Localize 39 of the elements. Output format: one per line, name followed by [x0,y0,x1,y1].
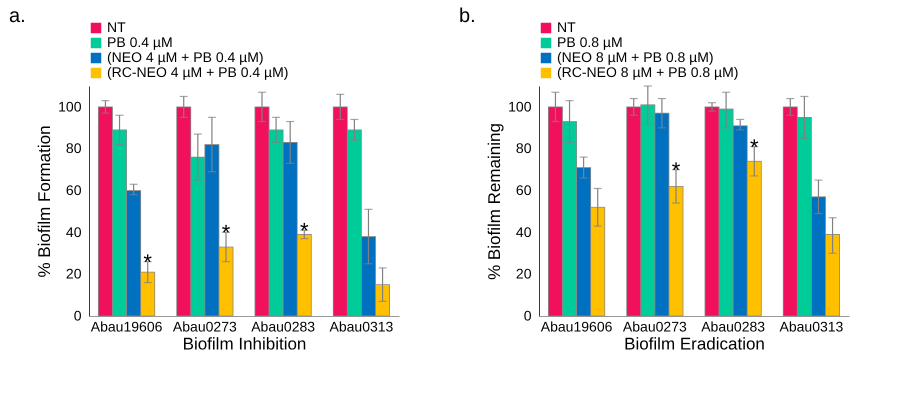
x-tick-label: Abau19606 [540,318,613,334]
x-axis-title: Biofilm Eradication [624,334,765,354]
legend-label: PB 0.8 µM [557,34,623,50]
legend-label: (RC-NEO 8 µM + PB 0.8 µM) [557,64,738,80]
legend-label: (NEO 8 µM + PB 0.8 µM) [557,49,714,65]
annotation: * [222,220,231,246]
y-tick-label: 40 [516,224,532,240]
y-tick-label: 60 [516,182,532,198]
y-tick-label: 20 [516,266,532,282]
x-tick-label: Abau0313 [780,318,844,334]
x-tick-label: Abau0313 [330,318,394,334]
x-tick-label: Abau19606 [90,318,163,334]
x-tick-label: Abau0283 [701,318,766,334]
annotation: * [300,218,309,244]
legend-label: (RC-NEO 4 µM + PB 0.4 µM) [107,64,288,80]
legend-label: (NEO 4 µM + PB 0.4 µM) [107,49,264,65]
y-tick-label: 80 [66,140,82,156]
x-tick-label: Abau0283 [251,318,316,334]
y-tick-label: 100 [508,98,532,114]
y-tick-label: 20 [66,266,82,282]
text: b. [459,5,476,27]
y-axis-title: % Biofilm Remaining [485,123,504,280]
y-tick-label: 60 [66,182,82,198]
y-tick-label: 0 [524,308,532,324]
annotation: * [672,157,681,182]
y-tick-label: 40 [66,224,82,240]
x-tick-label: Abau0273 [622,318,687,334]
x-axis-title: Biofilm Inhibition [182,334,306,354]
text: a. [9,5,26,27]
annotation: * [143,249,152,274]
y-tick-label: 100 [58,98,82,114]
y-tick-label: 0 [74,308,82,324]
y-tick-label: 80 [516,140,532,156]
x-tick-label: Abau0273 [172,318,237,334]
legend-label: NT [557,19,576,35]
y-axis-title: % Biofilm Formation [35,125,54,278]
legend-label: PB 0.4 µM [107,34,173,50]
annotation: * [750,134,759,160]
legend-label: NT [107,19,126,35]
